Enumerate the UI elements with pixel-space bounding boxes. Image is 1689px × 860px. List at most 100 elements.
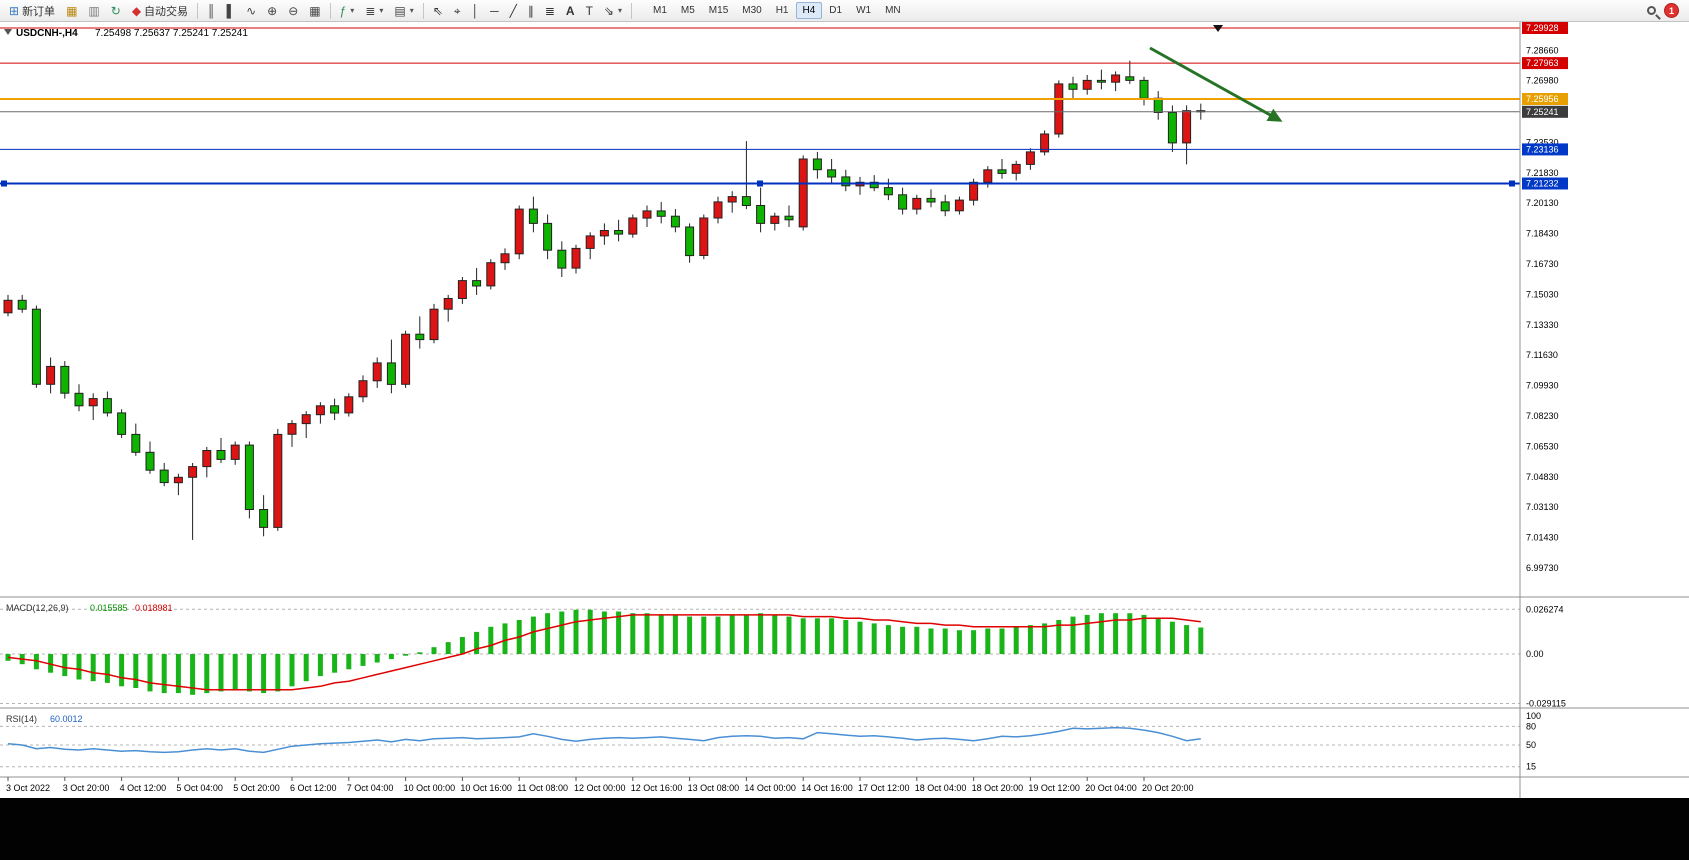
time-axis-label: 19 Oct 12:00	[1028, 783, 1080, 793]
trendline-handle[interactable]	[1509, 180, 1515, 187]
notification-badge[interactable]: 1	[1664, 3, 1679, 18]
price-axis-label: 7.01430	[1526, 533, 1559, 543]
cursor-button[interactable]: ⇖	[428, 1, 448, 20]
text-label-button[interactable]: T	[581, 1, 598, 20]
trendline-button[interactable]: ╱	[505, 1, 522, 20]
candle-body	[202, 450, 212, 468]
equidistant-channel-button[interactable]: ∥	[523, 1, 539, 20]
chart-shift-marker[interactable]	[1213, 25, 1223, 32]
templates-button[interactable]: ▤ ▾	[389, 1, 418, 20]
macd-axis-label: -0.029115	[1526, 698, 1566, 708]
chevron-down-icon: ▾	[409, 6, 414, 15]
trend-arrow-line[interactable]	[1149, 46, 1273, 118]
text-icon: A	[565, 3, 575, 18]
candle-body	[1139, 79, 1149, 99]
time-axis-label: 13 Oct 08:00	[688, 783, 740, 793]
price-badge	[1522, 22, 1568, 34]
trend-arrow-head[interactable]	[1266, 108, 1283, 122]
timeframe-button-m5[interactable]: M5	[680, 5, 695, 16]
candle-body	[372, 362, 382, 382]
candle-body	[543, 222, 553, 251]
timeframe-button-w1[interactable]: W1	[856, 5, 872, 16]
toolbar-separator	[630, 2, 632, 19]
auto-trading-button[interactable]: ◆ 自动交易	[127, 1, 193, 20]
zoom-out-button[interactable]: ⊖	[283, 1, 303, 20]
line-chart-button[interactable]: ∿	[241, 1, 261, 20]
candle-body	[301, 414, 311, 425]
price-axis-label: 7.03130	[1526, 502, 1559, 512]
candles-layer	[3, 60, 1206, 540]
new-order-button[interactable]: ⊞ 新订单	[4, 1, 60, 20]
rsi-axis-label: 100	[1526, 711, 1541, 721]
candle-body	[216, 450, 226, 460]
trendline-handle[interactable]	[757, 180, 763, 187]
timeframe-button-m1[interactable]: M1	[652, 5, 667, 16]
price-badge	[1522, 177, 1568, 190]
periods-icon: ≣	[365, 3, 376, 18]
candle-body	[528, 208, 538, 224]
indicators-button[interactable]: ƒ ▾	[335, 1, 360, 20]
price-axis-label: 7.08230	[1526, 411, 1559, 421]
timeframe-button-d1[interactable]: D1	[829, 5, 843, 16]
price-axis-label: 7.20130	[1526, 198, 1559, 208]
candle-body	[585, 235, 595, 249]
indicators-icon: ƒ	[339, 3, 347, 18]
price-chart[interactable]: USDCNH-,H4 7.25498 7.25637 7.25241 7.2524…	[0, 22, 1689, 798]
candle-body	[131, 433, 141, 453]
time-axis-label: 4 Oct 12:00	[120, 783, 167, 793]
bar-chart-icon: ║	[207, 3, 216, 18]
toolbar-separator	[197, 2, 199, 19]
arrows-button[interactable]: ⇘ ▾	[599, 1, 627, 20]
crosshair-button[interactable]: ⌖	[449, 1, 466, 20]
candle-body	[273, 433, 283, 528]
refresh-button[interactable]: ↻	[106, 1, 126, 20]
macd-signal-value: 0.018981	[135, 603, 173, 613]
timeframe-button-mn[interactable]: MN	[885, 5, 901, 16]
candle-body	[898, 194, 908, 210]
timeframe-button-m15[interactable]: M15	[708, 5, 729, 16]
candle-body	[841, 176, 851, 187]
rsi-axis-label: 50	[1526, 740, 1536, 750]
timeframe-button-m30[interactable]: M30	[742, 5, 762, 16]
bar-chart-button[interactable]: ║	[202, 1, 221, 20]
macd-label: MACD(12,26,9)	[6, 603, 69, 613]
profiles-button[interactable]: ▥	[83, 1, 104, 20]
rsi-label: RSI(14)	[6, 714, 37, 724]
chart-ohlc-values: 7.25498 7.25637 7.25241 7.25241	[95, 28, 248, 39]
candle-body	[770, 215, 780, 224]
symbol-dropdown-icon[interactable]	[4, 29, 12, 35]
zoom-in-button[interactable]: ⊕	[262, 1, 282, 20]
tile-windows-button[interactable]: ▦	[304, 1, 325, 20]
chevron-down-icon: ▾	[350, 6, 355, 15]
search-icon[interactable]	[1647, 6, 1656, 15]
periods-button[interactable]: ≣ ▾	[360, 1, 388, 20]
timeframe-button-h4[interactable]: H4	[795, 2, 823, 19]
new-chart-button[interactable]: ▦	[61, 1, 82, 20]
candle-body	[315, 405, 325, 416]
candle-body	[812, 158, 822, 171]
candle-body	[713, 201, 723, 219]
text-label-icon: T	[585, 3, 593, 18]
candle-body	[159, 469, 169, 484]
vertical-line-button[interactable]: │	[467, 1, 485, 20]
time-axis-label: 18 Oct 20:00	[972, 783, 1024, 793]
fibonacci-button[interactable]: ≣	[540, 1, 560, 20]
time-axis-label: 20 Oct 04:00	[1085, 783, 1137, 793]
arrows-icon: ⇘	[603, 3, 614, 18]
horizontal-line-button[interactable]: ─	[485, 1, 504, 20]
price-axis-label: 7.15030	[1526, 289, 1559, 299]
new-order-label: 新订单	[22, 5, 56, 18]
timeframe-button-h1[interactable]: H1	[775, 5, 789, 16]
time-axis-label: 12 Oct 00:00	[574, 783, 626, 793]
candle-body	[429, 308, 439, 341]
text-button[interactable]: A	[561, 1, 580, 20]
candle-body	[1125, 76, 1135, 81]
trendline-handle[interactable]	[1, 180, 7, 187]
candlestick-chart-button[interactable]: ▌	[222, 1, 241, 20]
candle-body	[1167, 112, 1177, 144]
macd-main-value: 0.015585	[90, 603, 128, 613]
price-badge-value: 7.23136	[1526, 144, 1559, 154]
candle-body	[1111, 74, 1121, 83]
price-axis-label: 7.16730	[1526, 259, 1559, 269]
